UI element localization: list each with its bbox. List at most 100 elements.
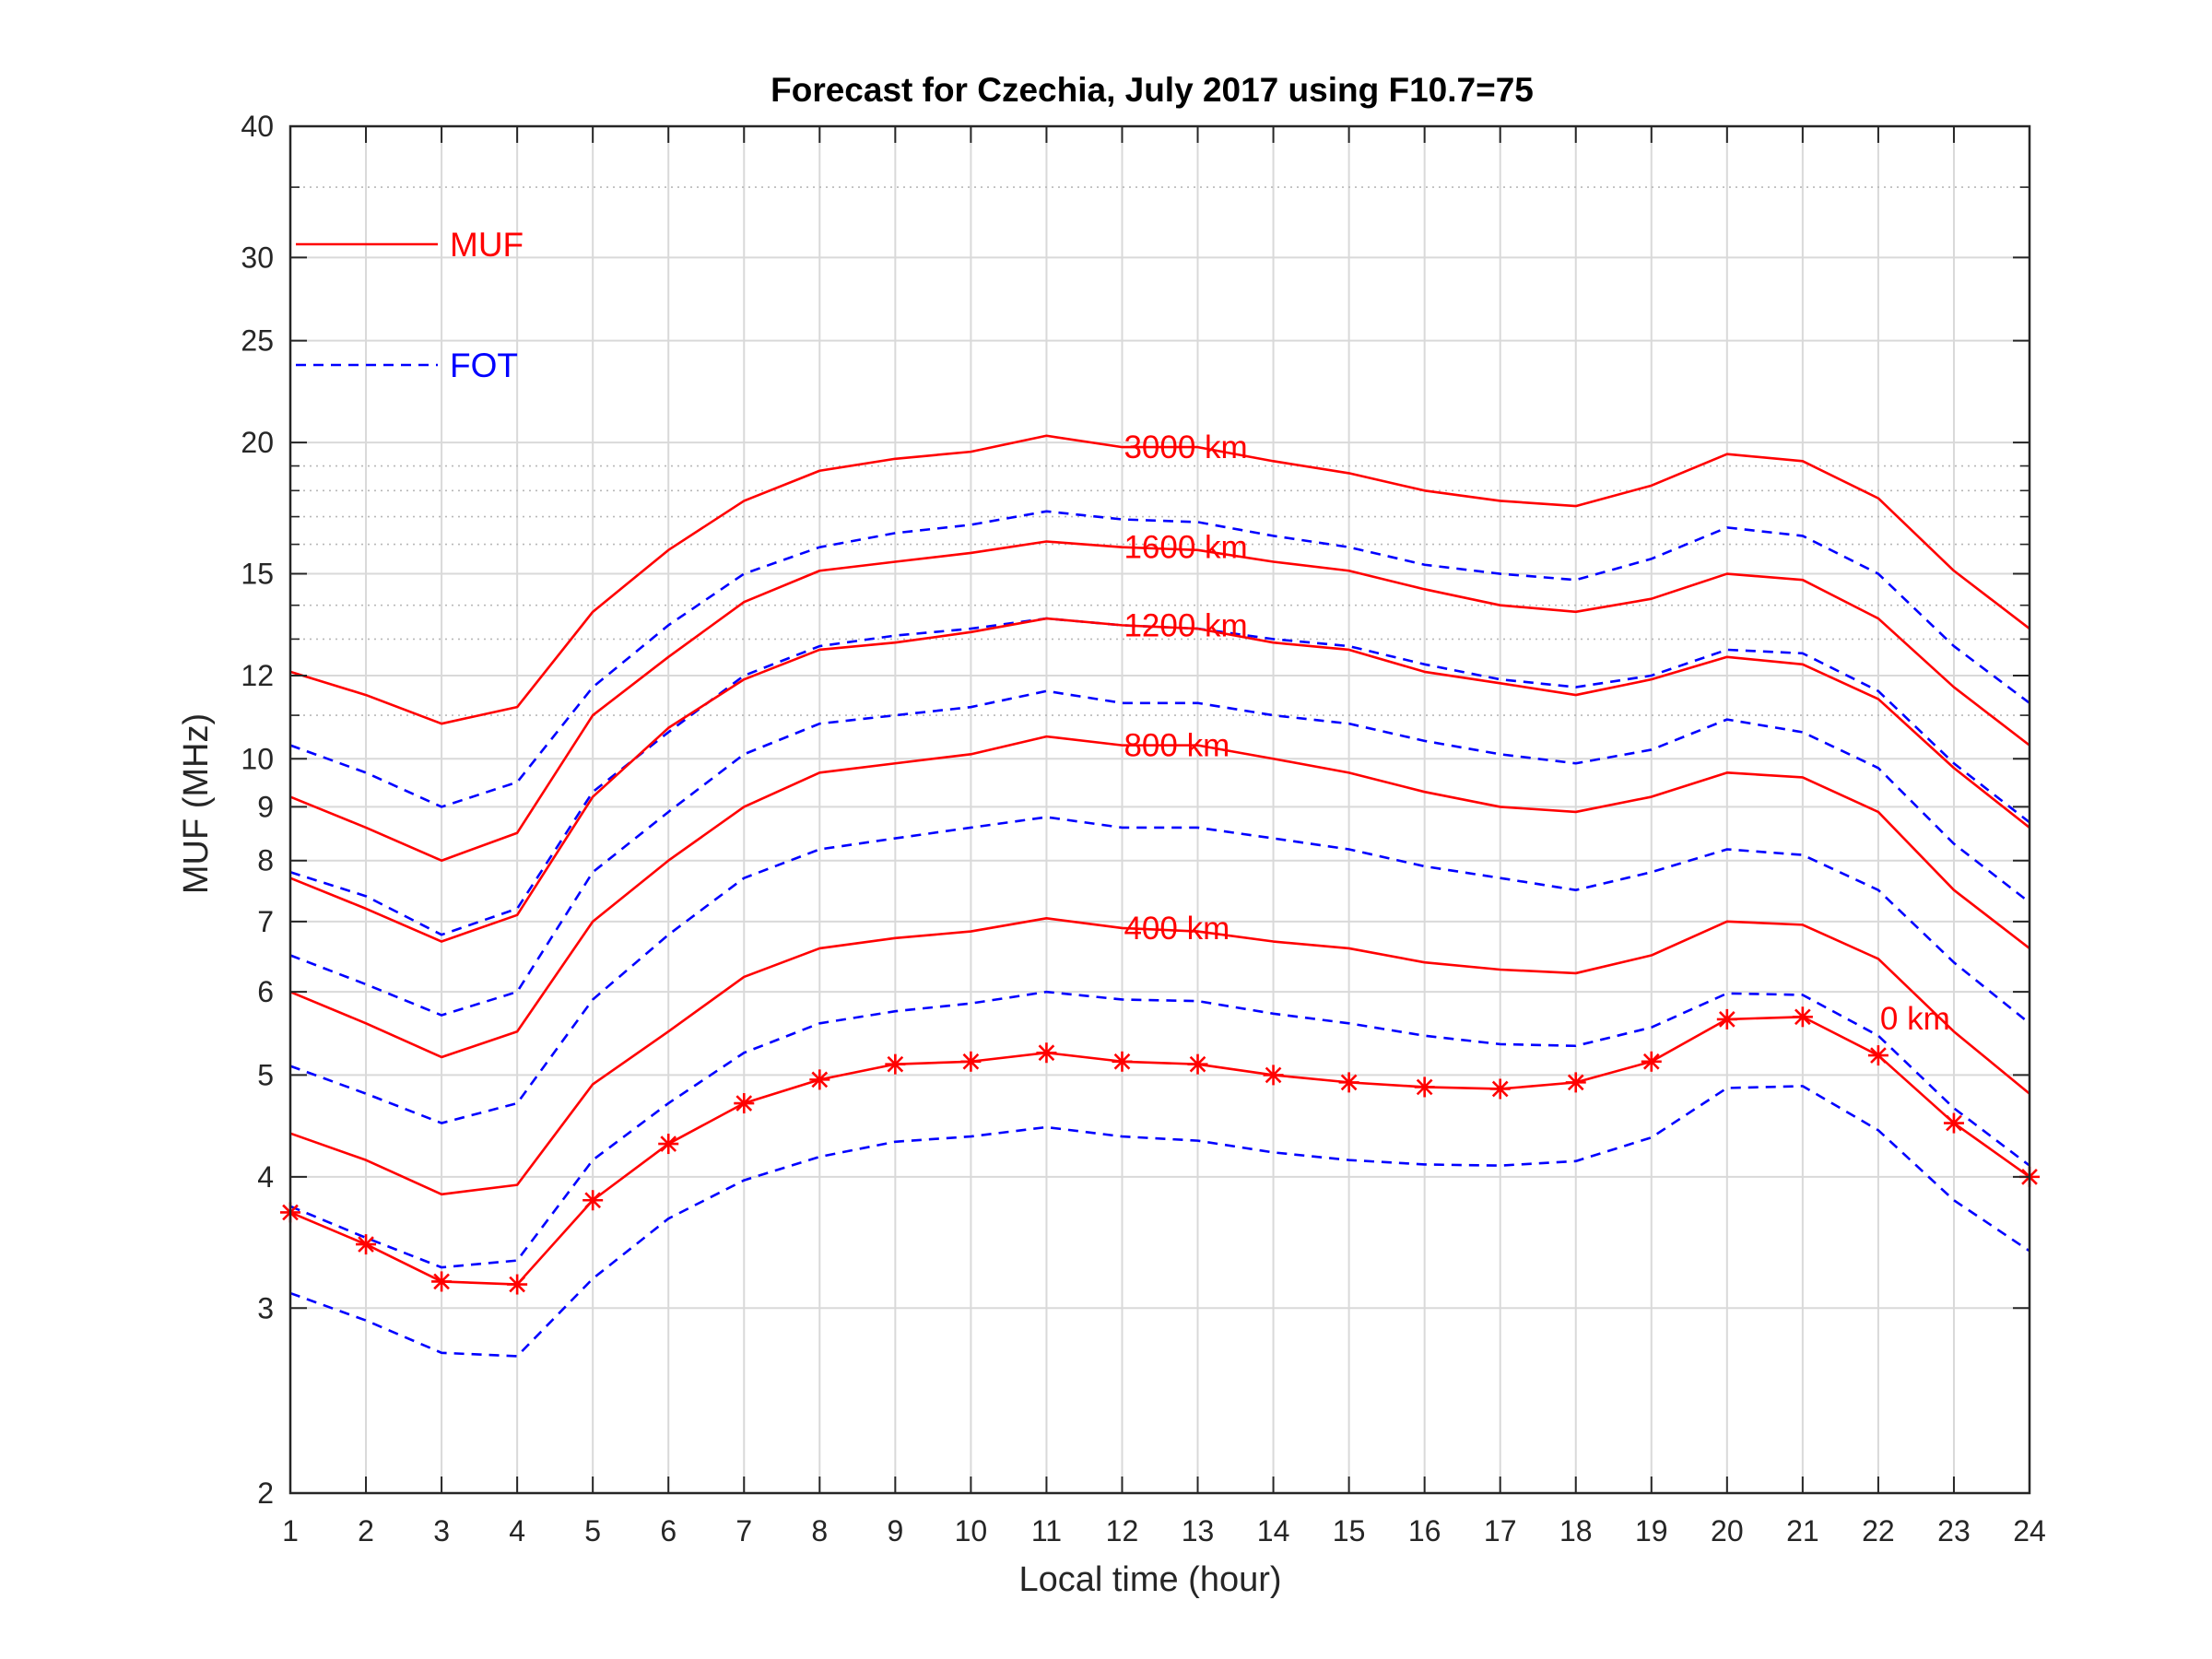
star-marker: [1716, 1008, 1737, 1030]
y-tick-label: 30: [241, 241, 274, 274]
series-label: 800 km: [1124, 728, 1230, 764]
x-axis-label: Local time (hour): [1018, 1560, 1281, 1599]
star-marker: [1943, 1112, 1964, 1134]
star-stroke: [1946, 1114, 1962, 1132]
x-tick-label: 4: [509, 1514, 525, 1547]
star-stroke: [1265, 1066, 1282, 1084]
star-stroke: [811, 1071, 829, 1088]
star-marker: [507, 1274, 528, 1295]
star-stroke: [887, 1055, 904, 1073]
x-tick-label: 6: [660, 1514, 677, 1547]
x-tick-label: 24: [2013, 1514, 2046, 1547]
x-tick-label: 12: [1106, 1514, 1139, 1547]
star-stroke: [1340, 1074, 1358, 1091]
x-tick-label: 1: [282, 1514, 299, 1547]
star-stroke: [1416, 1078, 1433, 1096]
star-marker: [356, 1234, 377, 1255]
muf-line-800-km: [289, 735, 2030, 1059]
star-marker: [1338, 1072, 1359, 1093]
star-marker: [582, 1190, 604, 1211]
legend-label-muf: MUF: [450, 226, 524, 264]
y-tick-label: 9: [257, 790, 274, 823]
star-stroke: [358, 1236, 374, 1253]
x-tick-label: 19: [1635, 1514, 1668, 1547]
x-tick-label: 5: [584, 1514, 601, 1547]
star-marker: [1641, 1051, 1662, 1072]
star-stroke: [509, 1276, 525, 1293]
fot-line-7: [289, 816, 2030, 1124]
x-tick-label: 18: [1559, 1514, 1593, 1547]
y-tick-label: 25: [241, 324, 274, 358]
star-stroke: [1794, 1008, 1811, 1026]
fot-line-9: [289, 990, 2030, 1269]
star-stroke: [433, 1273, 450, 1290]
x-tick-label: 13: [1182, 1514, 1215, 1547]
y-tick-label: 2: [257, 1477, 274, 1510]
chart-title: Forecast for Czechia, July 2017 using F1…: [771, 71, 1534, 109]
y-tick-label: 8: [257, 844, 274, 877]
series-label: 3000 km: [1124, 429, 1247, 465]
muf-line-3000-km: [289, 434, 2030, 725]
star-marker: [431, 1271, 453, 1292]
star-stroke: [735, 1095, 753, 1112]
y-tick-label: 5: [257, 1058, 274, 1091]
star-marker: [1263, 1065, 1284, 1086]
star-marker: [734, 1093, 755, 1114]
star-marker: [1565, 1072, 1586, 1093]
star-stroke: [1870, 1047, 1887, 1064]
y-tick-label: 10: [241, 742, 274, 775]
legend-label-fot: FOT: [450, 347, 518, 384]
star-marker: [1187, 1053, 1208, 1075]
x-tick-label: 8: [811, 1514, 828, 1547]
y-tick-label: 12: [241, 659, 274, 692]
x-tick-label: 14: [1257, 1514, 1290, 1547]
muf-line-0-km: [289, 1015, 2030, 1286]
star-stroke: [1491, 1080, 1509, 1098]
x-tick-label: 17: [1484, 1514, 1517, 1547]
legend: MUF FOT: [296, 226, 524, 384]
x-tick-label: 15: [1333, 1514, 1366, 1547]
x-tick-label: 21: [1786, 1514, 1819, 1547]
y-tick-label: 3: [257, 1291, 274, 1324]
muf-line-1200-km: [289, 617, 2030, 943]
star-stroke: [962, 1053, 980, 1070]
y-tick-label: 20: [241, 426, 274, 459]
fot-line-3: [289, 617, 2030, 936]
star-marker: [1489, 1078, 1511, 1100]
series-label: 0 km: [1880, 1001, 1950, 1037]
star-stroke: [584, 1192, 602, 1209]
star-marker: [1792, 1006, 1813, 1028]
fot-line-11: [289, 1085, 2030, 1358]
star-stroke: [1189, 1055, 1206, 1073]
series-label: 1200 km: [1124, 607, 1247, 643]
y-tick-label: 4: [257, 1160, 274, 1194]
star-stroke: [1642, 1053, 1660, 1070]
star-stroke: [1113, 1053, 1131, 1070]
star-marker: [885, 1053, 906, 1075]
data-series: [280, 434, 2040, 1358]
x-tick-label: 2: [358, 1514, 374, 1547]
star-stroke: [660, 1135, 677, 1152]
y-tick-label: 40: [241, 110, 274, 143]
star-stroke: [1718, 1011, 1735, 1028]
star-marker: [960, 1051, 982, 1072]
x-tick-label: 20: [1711, 1514, 1744, 1547]
star-marker: [1036, 1042, 1057, 1064]
plot-frame: [288, 124, 2031, 1495]
star-stroke: [1567, 1074, 1584, 1091]
muf-line-1600-km: [289, 540, 2030, 863]
star-marker: [1867, 1045, 1888, 1066]
grid-lines: [290, 126, 2030, 1493]
x-tick-label: 22: [1862, 1514, 1895, 1547]
x-tick-label: 7: [735, 1514, 752, 1547]
fot-line-5: [289, 689, 2030, 1017]
series-label: 400 km: [1124, 911, 1230, 947]
y-tick-label: 6: [257, 975, 274, 1008]
star-marker: [809, 1069, 830, 1090]
y-axis-label: MUF (MHz): [177, 713, 216, 894]
star-marker: [658, 1134, 679, 1155]
axis-ticks: 1 2 3 4 5 6 7 8 9 10 11 12 13 14 15 16 17 18 19 20 21 22 23 242…: [241, 110, 2045, 1547]
